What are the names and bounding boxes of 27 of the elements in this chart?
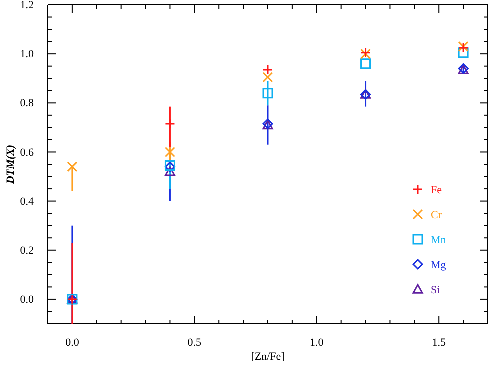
point (262, 88, 274, 99)
point (458, 48, 469, 58)
legend-label: Si (431, 284, 440, 296)
x-tick-label: 0.0 (66, 336, 80, 349)
point (262, 64, 274, 76)
y-tick-label: 0.4 (20, 196, 34, 208)
legend-label: Mn (431, 234, 447, 246)
point (164, 146, 176, 158)
legend-label: Cr (431, 210, 442, 222)
point (360, 58, 372, 70)
point (67, 162, 78, 172)
y-axis-title: DTM(X) (5, 144, 17, 186)
y-tick-label: 1.2 (20, 0, 34, 12)
x-tick-label: 1.5 (432, 336, 446, 349)
y-tick-label: 0.2 (20, 244, 34, 257)
y-tick-label: 0.0 (20, 294, 34, 306)
x-tick-label: 0.5 (188, 336, 202, 349)
legend-label: Fe (431, 184, 442, 196)
y-tick-label: 1.0 (20, 48, 34, 61)
point (262, 72, 274, 83)
point (164, 166, 176, 176)
x-axis-title: [Zn/Fe] (251, 351, 285, 363)
legend-label: Mg (431, 260, 447, 272)
point (164, 118, 176, 130)
x-tick-label: 1.0 (310, 336, 324, 349)
y-tick-label: 0.8 (20, 98, 34, 110)
y-tick-label: 0.6 (20, 146, 34, 159)
